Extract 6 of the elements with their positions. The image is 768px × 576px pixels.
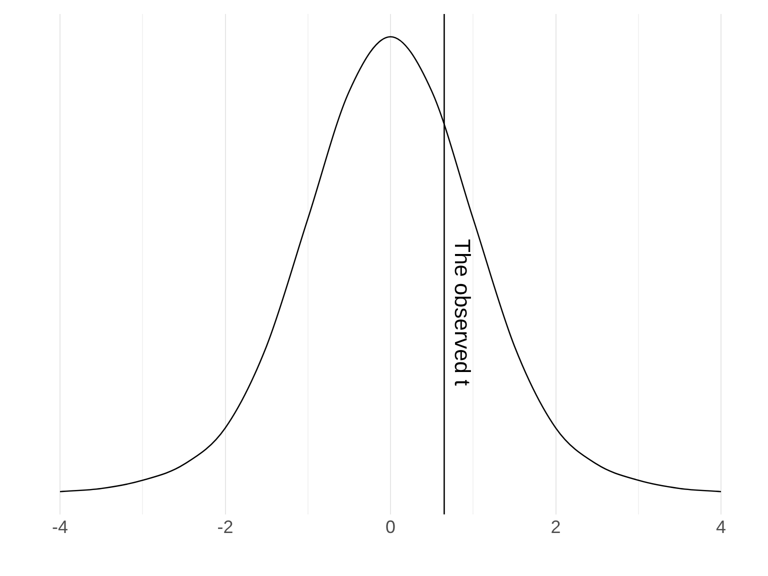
x-tick-label: -2 (217, 517, 234, 538)
x-tick-label: 4 (716, 517, 726, 538)
x-tick-label: 2 (550, 517, 561, 538)
x-tick-label: -4 (52, 517, 68, 538)
ref-line-label: The observed t (450, 239, 476, 386)
x-tick-label: 0 (385, 517, 396, 538)
